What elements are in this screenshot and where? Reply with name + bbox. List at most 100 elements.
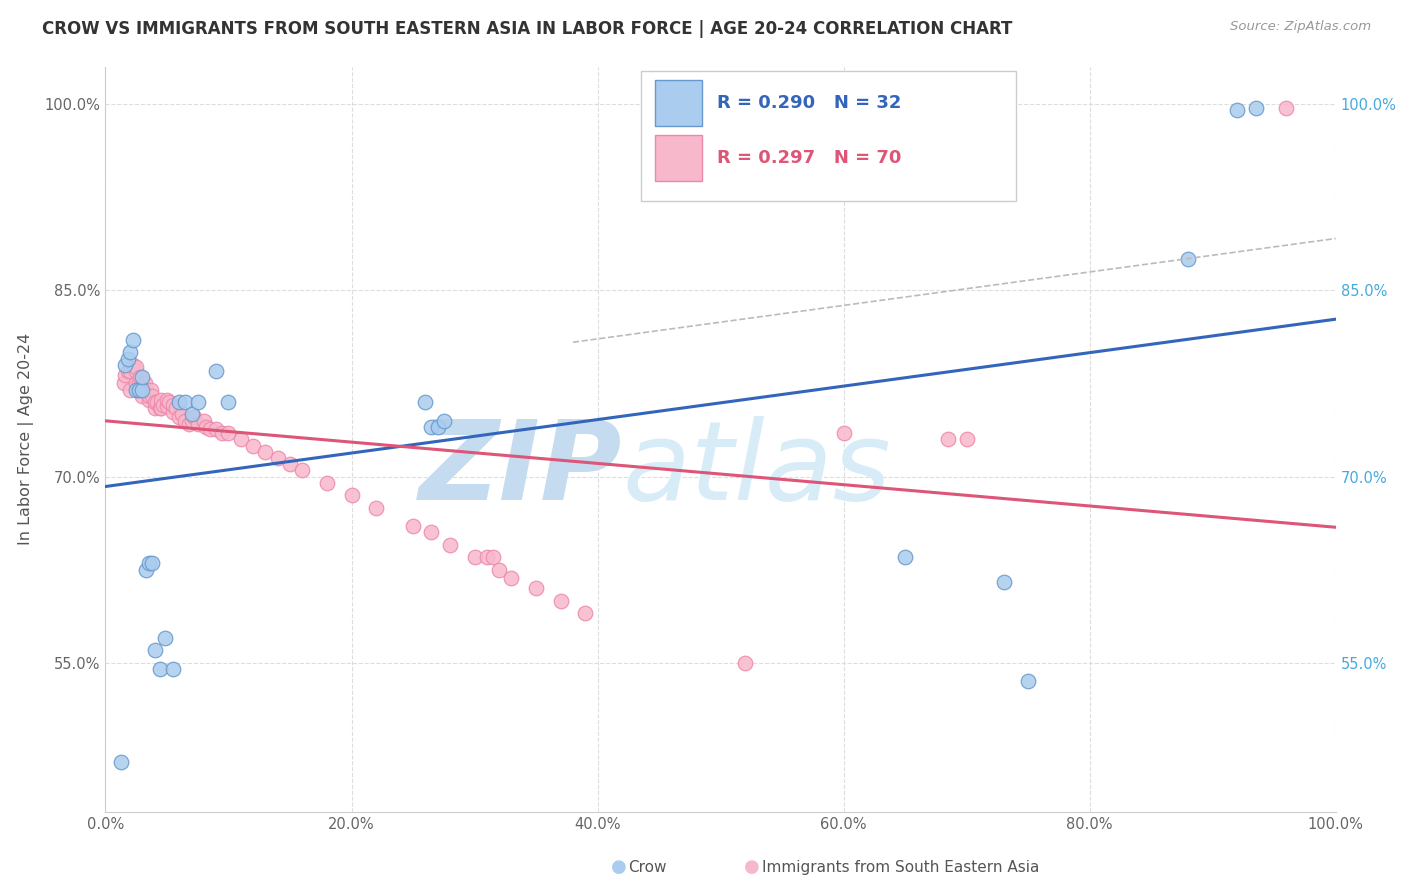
Point — [120, 364, 141, 378]
Point — [198, 422, 221, 436]
Point — [426, 420, 449, 434]
Point — [956, 432, 979, 446]
Point — [138, 389, 160, 403]
Point — [993, 575, 1015, 590]
Point — [183, 409, 205, 424]
Point — [187, 395, 209, 409]
Point — [524, 581, 547, 595]
Point — [138, 557, 160, 571]
Point — [501, 571, 523, 585]
Point — [193, 414, 215, 428]
Y-axis label: In Labor Force | Age 20-24: In Labor Force | Age 20-24 — [18, 334, 34, 545]
Point — [149, 662, 172, 676]
Point — [143, 643, 166, 657]
Point — [170, 408, 193, 422]
Point — [832, 426, 855, 441]
Point — [439, 538, 461, 552]
Point — [143, 395, 166, 409]
Point — [131, 370, 153, 384]
Point — [169, 409, 191, 424]
Point — [195, 420, 218, 434]
FancyBboxPatch shape — [641, 70, 1015, 201]
Text: ●: ● — [610, 858, 627, 876]
Point — [128, 376, 150, 391]
Point — [120, 345, 141, 359]
Point — [488, 563, 510, 577]
Point — [205, 364, 228, 378]
Point — [254, 444, 277, 458]
Point — [936, 432, 959, 446]
Point — [415, 395, 437, 409]
Point — [574, 606, 596, 620]
Point — [475, 550, 498, 565]
Point — [162, 405, 184, 419]
Point — [550, 593, 572, 607]
Point — [162, 398, 184, 412]
Point — [180, 414, 202, 428]
Point — [205, 422, 228, 436]
Point — [242, 438, 264, 452]
Point — [433, 414, 456, 428]
Point — [229, 432, 252, 446]
Point — [174, 395, 197, 409]
Point — [131, 383, 153, 397]
Point — [128, 383, 150, 397]
Point — [117, 364, 139, 378]
Point — [135, 563, 157, 577]
Point — [180, 408, 202, 422]
Point — [149, 401, 172, 416]
Point — [114, 358, 136, 372]
Point — [187, 417, 209, 432]
Point — [149, 392, 172, 407]
Point — [139, 383, 162, 397]
Point — [734, 656, 756, 670]
Point — [482, 550, 505, 565]
Point — [143, 401, 166, 416]
Point — [153, 631, 176, 645]
Point — [149, 401, 172, 416]
Point — [1244, 101, 1267, 115]
Point — [129, 370, 152, 384]
Point — [134, 376, 156, 391]
Point — [152, 398, 174, 412]
Text: R = 0.297   N = 70: R = 0.297 N = 70 — [717, 149, 901, 167]
Point — [420, 525, 443, 540]
Point — [179, 417, 201, 432]
Point — [125, 383, 148, 397]
Point — [315, 475, 337, 490]
Text: ZIP: ZIP — [419, 416, 621, 523]
Point — [1017, 674, 1039, 689]
Point — [159, 395, 180, 409]
Point — [211, 426, 233, 441]
Point — [112, 376, 135, 391]
Text: Crow: Crow — [628, 860, 666, 874]
Point — [138, 392, 160, 407]
Point — [1177, 252, 1199, 267]
Text: R = 0.290   N = 32: R = 0.290 N = 32 — [717, 94, 901, 112]
Point — [291, 463, 314, 477]
Point — [135, 383, 157, 397]
Text: atlas: atlas — [621, 416, 891, 523]
Point — [174, 414, 197, 428]
Text: CROW VS IMMIGRANTS FROM SOUTH EASTERN ASIA IN LABOR FORCE | AGE 20-24 CORRELATIO: CROW VS IMMIGRANTS FROM SOUTH EASTERN AS… — [42, 20, 1012, 37]
Point — [420, 420, 443, 434]
Point — [131, 383, 153, 397]
Point — [169, 395, 191, 409]
Point — [165, 401, 187, 416]
Point — [125, 376, 148, 391]
Point — [218, 395, 240, 409]
Point — [340, 488, 363, 502]
Point — [131, 389, 153, 403]
Point — [162, 662, 184, 676]
Point — [267, 450, 290, 465]
Point — [218, 426, 240, 441]
Point — [121, 358, 143, 372]
Text: Source: ZipAtlas.com: Source: ZipAtlas.com — [1230, 20, 1371, 33]
Point — [141, 557, 163, 571]
Point — [278, 457, 301, 471]
Point — [117, 351, 139, 366]
Point — [402, 519, 425, 533]
Point — [1226, 103, 1249, 118]
Point — [110, 755, 132, 769]
Point — [146, 395, 169, 409]
